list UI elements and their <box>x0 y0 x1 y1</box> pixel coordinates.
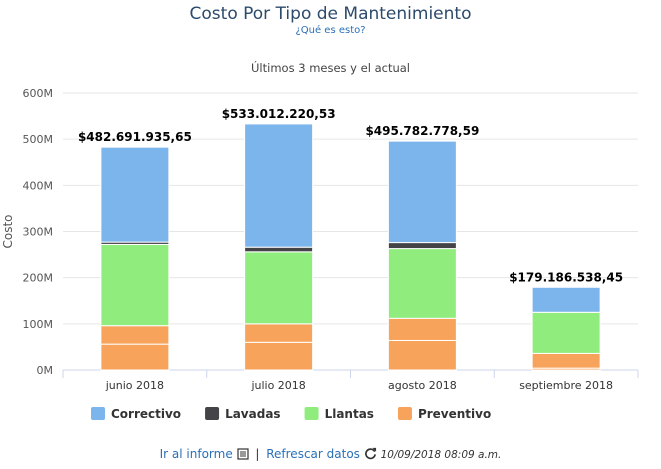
stacked-bar-chart: 0M 100M 200M 300M 400M 500M 600M Costo $482.691.… <box>1 87 639 421</box>
bar-segment-llantas <box>387 248 457 319</box>
y-tick-label: 500M <box>23 133 54 146</box>
y-tick-label: 300M <box>23 226 54 239</box>
chart-title: Costo Por Tipo de Mantenimiento <box>189 4 472 24</box>
bar-segment-preventivo <box>387 317 457 341</box>
legend-swatch-preventivo <box>397 407 412 420</box>
footer-bar: Ir al informe | Refrescar datos 10/09/20… <box>0 447 661 461</box>
bar-segment-lavadas <box>387 242 457 250</box>
last-updated-timestamp: 10/09/2018 08:09 a.m. <box>380 449 502 461</box>
bar-segment-correctivo <box>387 140 457 244</box>
refresh-icon[interactable] <box>364 447 377 460</box>
y-tick-label: 600M <box>23 87 54 100</box>
legend-swatch-lavadas <box>205 407 220 420</box>
footer-separator: | <box>255 447 260 461</box>
x-tick-label: julio 2018 <box>250 379 305 392</box>
bar-segment-preventivo <box>100 325 170 345</box>
bar-segment-preventivo <box>244 323 314 343</box>
refresh-link[interactable]: Refrescar datos <box>266 447 360 461</box>
x-tick-label: septiembre 2018 <box>519 379 613 392</box>
legend-swatch-llantas <box>304 407 319 420</box>
chart-subtitle: Últimos 3 meses y el actual <box>251 61 410 75</box>
legend-label-preventivo: Preventivo <box>418 407 491 421</box>
bar-segment-lavadas <box>244 246 314 253</box>
report-icon[interactable] <box>236 448 249 460</box>
bar-total-label: $533.012.220,53 <box>222 107 336 121</box>
x-tick-label: agosto 2018 <box>388 379 457 392</box>
bar-segment-llantas <box>531 311 601 354</box>
legend-swatch-correctivo <box>91 407 105 420</box>
bar-segment-correctivo <box>244 123 314 248</box>
bar-segment-llantas <box>244 251 314 325</box>
legend-label-lavadas: Lavadas <box>225 407 281 421</box>
y-tick-label: 0M <box>37 364 54 377</box>
report-link[interactable]: Ir al informe <box>159 447 233 461</box>
help-link[interactable]: ¿Qué es esto? <box>295 25 366 36</box>
bar-segment-llantas <box>100 243 170 327</box>
x-tick-label: junio 2018 <box>105 379 164 392</box>
bar-total-label: $179.186.538,45 <box>509 270 623 284</box>
y-tick-label: 100M <box>23 318 54 331</box>
bar-segment-preventivo <box>100 343 170 371</box>
y-tick-label: 400M <box>23 179 54 192</box>
bar-total-label: $495.782.778,59 <box>365 124 479 138</box>
bar-segment-preventivo <box>387 339 457 371</box>
bar-segment-correctivo <box>531 286 601 313</box>
bar-segment-correctivo <box>100 146 170 243</box>
bar-segment-preventivo <box>244 341 314 371</box>
legend-label-llantas: Llantas <box>325 407 374 421</box>
bar-total-label: $482.691.935,65 <box>78 130 192 144</box>
y-axis-label: Costo <box>1 214 15 248</box>
y-tick-label: 200M <box>23 272 54 285</box>
legend-label-correctivo: Correctivo <box>111 407 181 421</box>
bar-segment-preventivo <box>531 352 601 369</box>
